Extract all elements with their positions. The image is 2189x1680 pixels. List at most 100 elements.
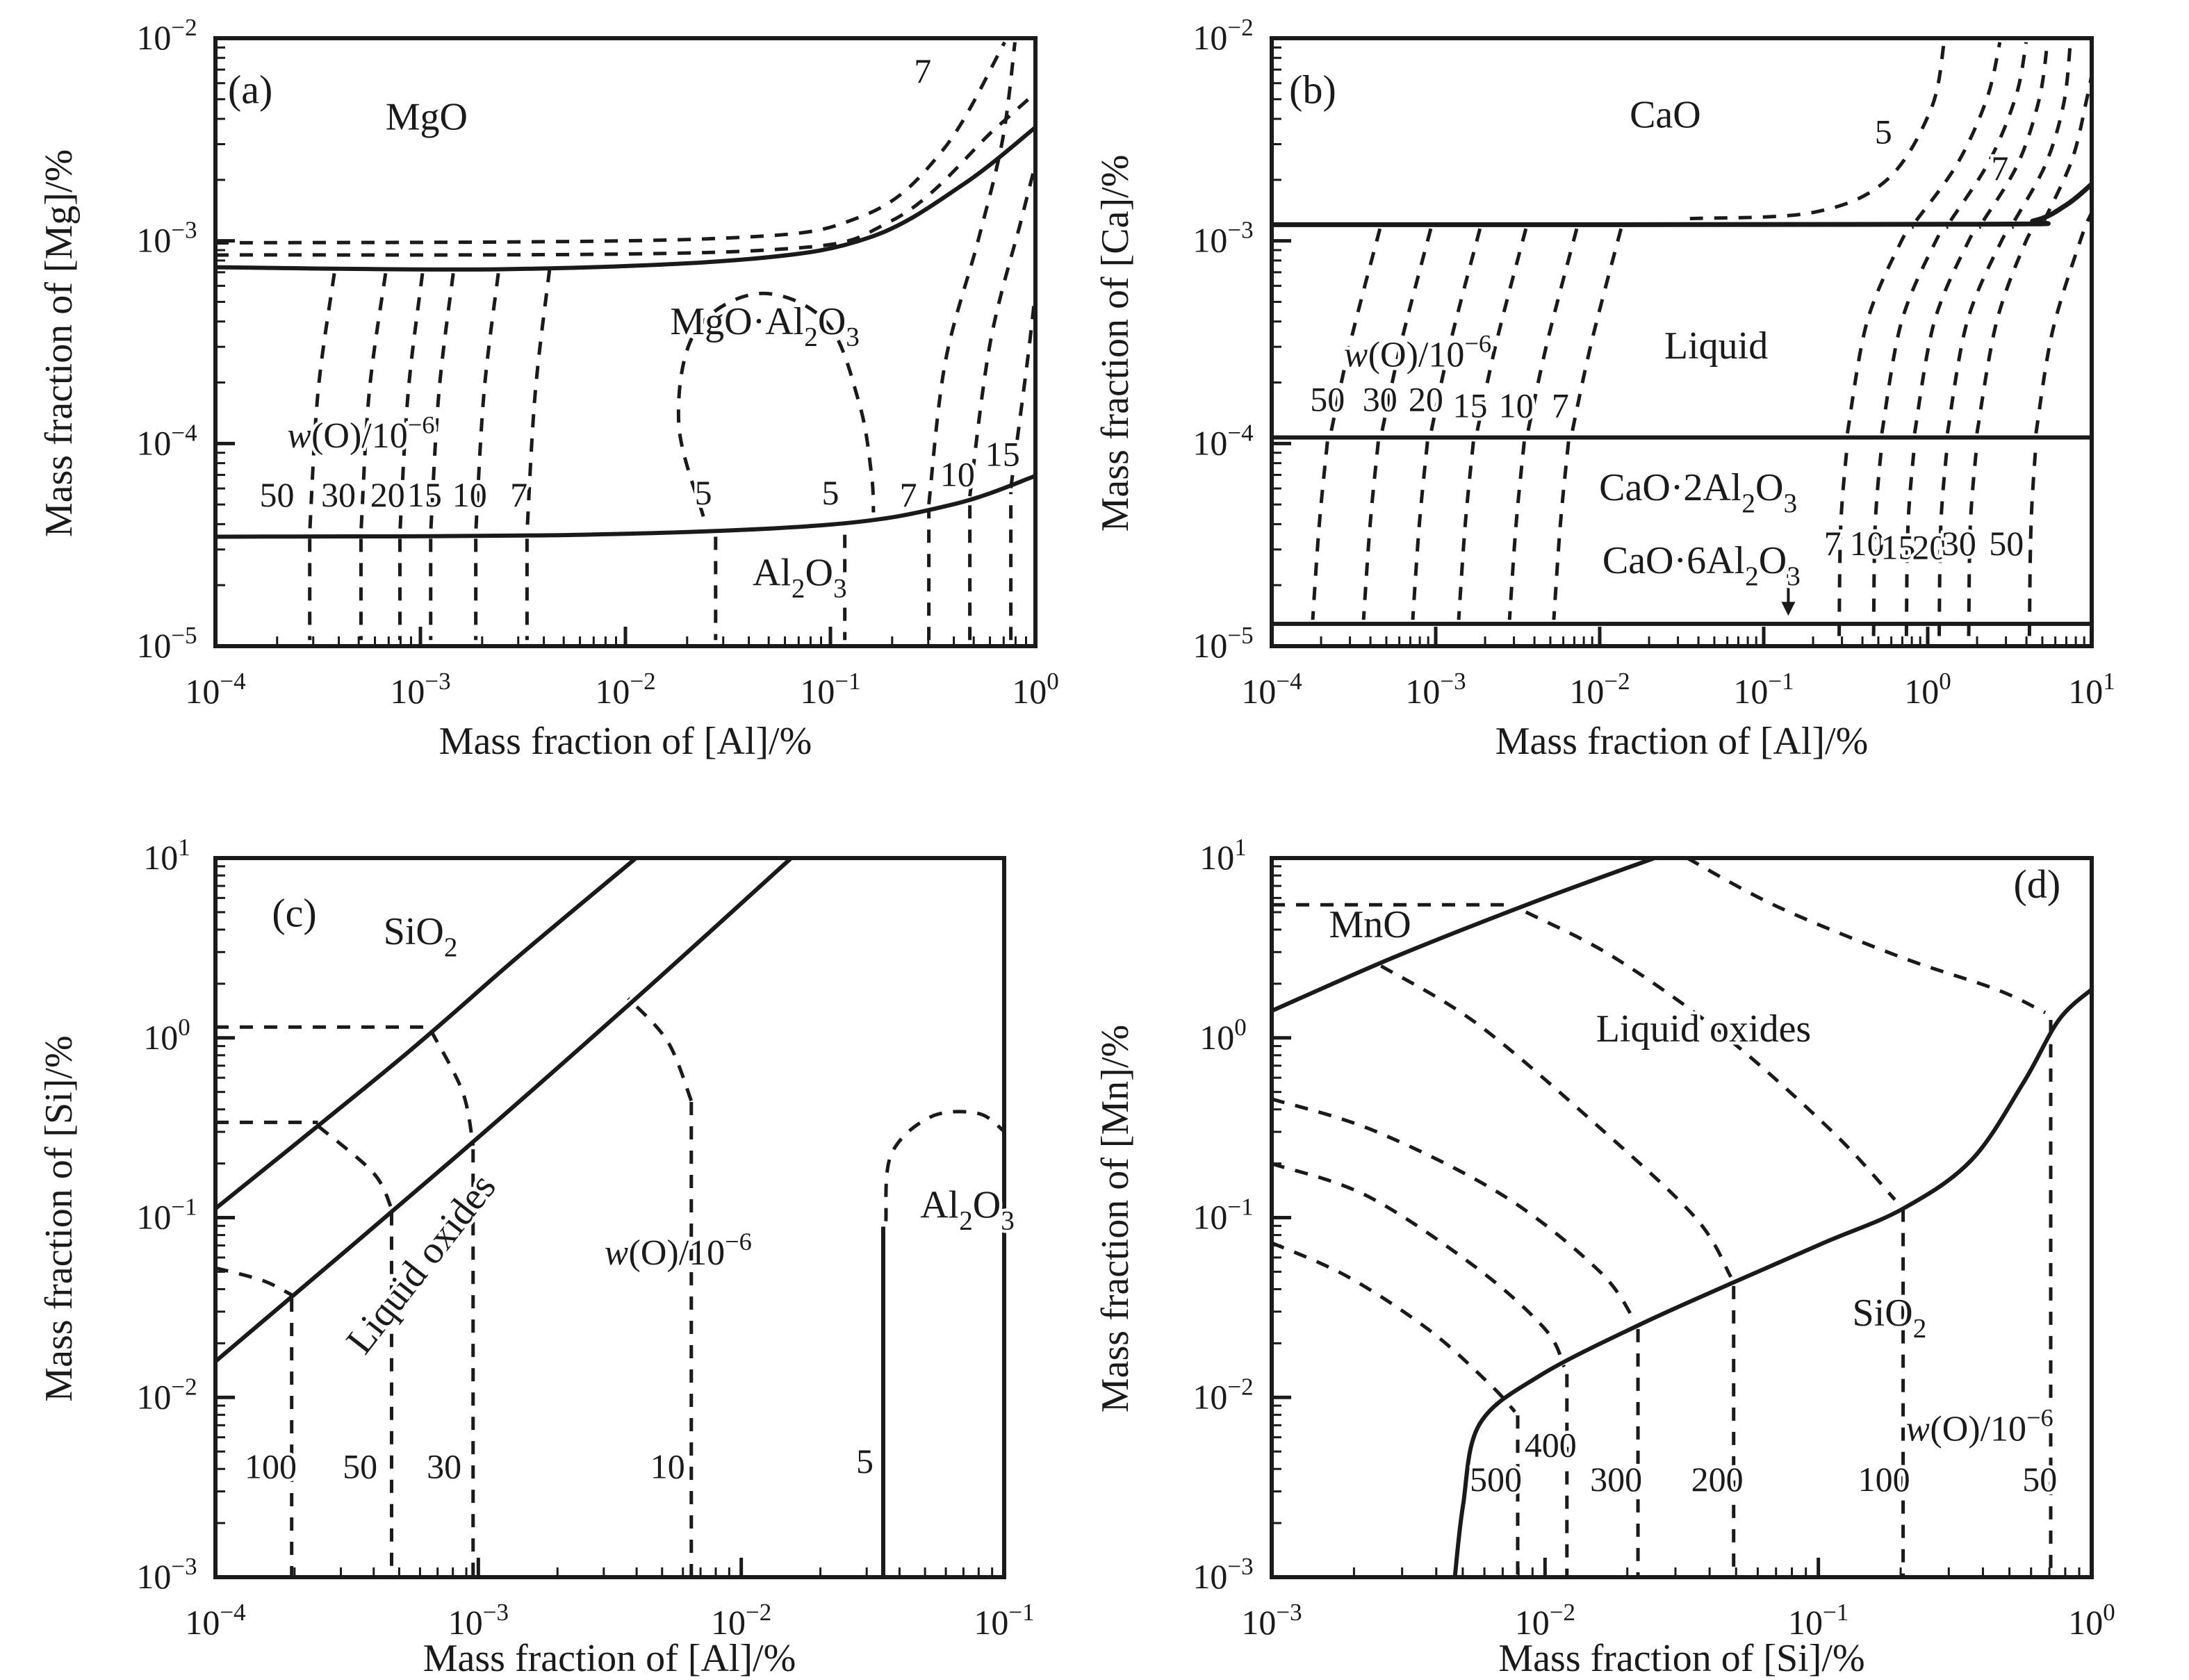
contour-value-label: 50 bbox=[343, 1447, 377, 1486]
panel-b: 10−4 10−3 10−2 10−1 100 10110−210−310−410−5(b… bbox=[1192, 14, 2115, 711]
y-tick-label: 10−2 bbox=[1192, 14, 1253, 57]
contour-value-label: 15 bbox=[985, 434, 1020, 473]
contour-line bbox=[1525, 910, 1896, 1201]
contour-line bbox=[1552, 441, 1571, 620]
x-tick-label: 10−3 bbox=[1241, 1599, 1302, 1642]
contour-line bbox=[1915, 42, 2002, 222]
contour-line bbox=[1429, 228, 1482, 434]
contour-line bbox=[525, 269, 552, 533]
y-tick-label: 10−2 bbox=[1192, 1373, 1253, 1416]
x-axis-title-b: Mass fraction of [Al]/% bbox=[1495, 720, 1869, 763]
x-tick-label: 10−3 bbox=[448, 1599, 509, 1642]
panel-tag-d: (d) bbox=[2014, 862, 2061, 907]
contour-line bbox=[2034, 211, 2092, 434]
y-tick-label: 10−4 bbox=[1192, 419, 1253, 462]
axis-ticks bbox=[215, 865, 994, 1577]
contour-value-label: 10 bbox=[452, 475, 487, 514]
x-axis-title-d: Mass fraction of [Si]/% bbox=[1498, 1637, 1865, 1680]
boundary-line bbox=[215, 125, 1035, 272]
contour-line bbox=[2027, 443, 2038, 636]
contour-value-label: 5 bbox=[695, 473, 712, 512]
contour-line bbox=[429, 273, 455, 533]
x-tick-label: 101 bbox=[2068, 668, 2115, 711]
contour-line bbox=[884, 1110, 1004, 1221]
contour-value-label: 15 bbox=[1881, 528, 1916, 567]
contour-line bbox=[1837, 443, 1849, 636]
contour-unit-label: w(O)/10−6 bbox=[605, 1228, 752, 1273]
contour-value-label: 500 bbox=[1470, 1460, 1522, 1499]
x-axis-title-a: Mass fraction of [Al]/% bbox=[438, 720, 812, 763]
axis-ticks bbox=[1272, 865, 2081, 1577]
contour-value-label: 7 bbox=[510, 475, 527, 514]
axis-ticks bbox=[215, 46, 1028, 646]
panel-tag-c: (c) bbox=[272, 890, 316, 935]
contour-line bbox=[215, 41, 1006, 245]
y-axis-title-d: Mass fraction of [Mn]/% bbox=[1094, 1024, 1137, 1413]
contour-value-label: 30 bbox=[1363, 380, 1397, 419]
contour-line bbox=[1949, 42, 2028, 222]
boundary-line bbox=[1272, 182, 2092, 227]
contour-value-label: 50 bbox=[1310, 380, 1345, 419]
region-label-cao-6al2o3: CaO·6Al2O3 bbox=[1602, 539, 1801, 591]
boundary-line bbox=[215, 858, 638, 1210]
contour-line bbox=[676, 291, 876, 517]
boundary-line bbox=[215, 858, 793, 1363]
contour-value-label: 10 bbox=[1850, 524, 1885, 563]
y-tick-label: 100 bbox=[1199, 1014, 1247, 1057]
contour-value-label: 7 bbox=[900, 475, 917, 514]
region-label-sio2: SiO2 bbox=[1853, 1292, 1927, 1344]
arrowhead-icon bbox=[1781, 602, 1796, 616]
region-label-cao-2al2o3: CaO·2Al2O3 bbox=[1599, 466, 1797, 518]
region-label-cao: CaO bbox=[1630, 93, 1701, 136]
contour-line bbox=[1904, 443, 1917, 636]
contour-value-label: 10 bbox=[650, 1447, 685, 1486]
boundary-line bbox=[215, 474, 1035, 539]
region-label-liquid-oxides: Liquid oxides bbox=[1596, 1007, 1812, 1051]
contour-unit-label: w(O)/10−6 bbox=[1344, 330, 1491, 375]
x-tick-label: 10−4 bbox=[185, 1599, 245, 1642]
x-tick-label: 100 bbox=[1904, 668, 1951, 711]
y-tick-label: 10−3 bbox=[1192, 217, 1253, 260]
contour-value-label: 100 bbox=[1858, 1460, 1910, 1499]
contour-value-label: 50 bbox=[260, 475, 295, 514]
contour-value-label: 15 bbox=[1453, 386, 1488, 425]
panel-tag-a: (a) bbox=[228, 67, 272, 112]
contour-line bbox=[1457, 441, 1475, 620]
y-tick-label: 10−3 bbox=[136, 217, 197, 260]
x-tick-label: 10−2 bbox=[1569, 668, 1630, 711]
boundary-line bbox=[1452, 987, 2092, 1577]
x-tick-label: 10−1 bbox=[1788, 1599, 1848, 1642]
axis-ticks bbox=[1272, 46, 2085, 646]
region-label-mgo: MgO bbox=[386, 95, 468, 138]
contour-value-label: 7 bbox=[1552, 386, 1569, 425]
contour-line bbox=[1272, 1162, 1566, 1368]
contour-value-label: 50 bbox=[2022, 1460, 2057, 1499]
region-label-al2o3: Al2O3 bbox=[920, 1184, 1015, 1236]
y-tick-label: 101 bbox=[143, 834, 190, 877]
contour-value-label: 200 bbox=[1691, 1460, 1744, 1499]
contour-value-label: 10 bbox=[1499, 386, 1534, 425]
y-axis-title-a: Mass fraction of [Mg]/% bbox=[38, 149, 81, 538]
panel-d: 10−3 10−2 10−1 100 101 100 10−1 10−2 10−3 (d) MnO L… bbox=[1192, 834, 2115, 1642]
y-tick-label: 10−2 bbox=[136, 14, 197, 57]
contour-line bbox=[1009, 291, 1035, 488]
contour-curves bbox=[215, 858, 1004, 1577]
contour-line bbox=[1845, 225, 1915, 434]
contour-line bbox=[1570, 228, 1623, 434]
contour-line bbox=[1411, 441, 1429, 620]
contour-curves bbox=[1272, 858, 2092, 1577]
x-tick-label: 10−2 bbox=[1515, 1599, 1575, 1642]
contour-value-label: 400 bbox=[1525, 1426, 1577, 1465]
contour-line bbox=[215, 91, 1035, 257]
contour-value-label: 100 bbox=[245, 1447, 297, 1486]
plot-border bbox=[1270, 36, 2094, 648]
region-label-mno: MnO bbox=[1329, 903, 1411, 946]
contour-value-label: 5 bbox=[1875, 113, 1892, 151]
contour-line bbox=[1329, 228, 1382, 434]
y-tick-label: 10−1 bbox=[1192, 1194, 1253, 1237]
contour-value-label: 7 bbox=[914, 51, 931, 90]
x-tick-label: 10−2 bbox=[595, 668, 655, 711]
contour-line bbox=[2012, 42, 2072, 222]
y-tick-label: 10−1 bbox=[136, 1194, 197, 1237]
